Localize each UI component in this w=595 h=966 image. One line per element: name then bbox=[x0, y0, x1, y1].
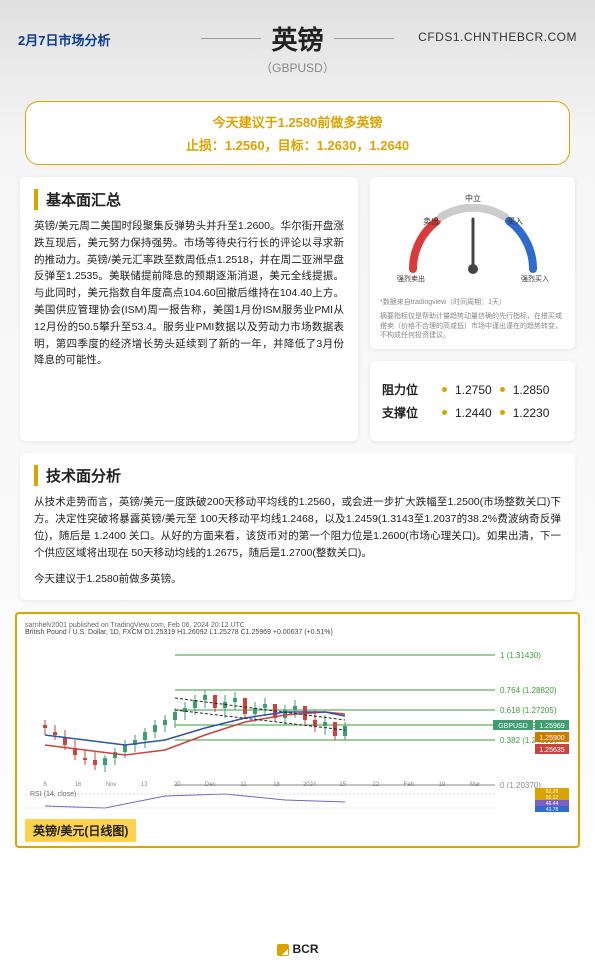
header: 2月7日市场分析 CFDS1.CHNTHEBCR.COM 英镑 （GBPUSD） bbox=[0, 0, 595, 86]
logo-icon bbox=[277, 944, 289, 956]
svg-text:18: 18 bbox=[273, 782, 280, 788]
subtitle: （GBPUSD） bbox=[15, 59, 580, 76]
dot-icon bbox=[500, 387, 505, 392]
svg-text:15: 15 bbox=[339, 782, 346, 788]
svg-text:强烈买入: 强烈买入 bbox=[521, 274, 549, 283]
svg-text:6: 6 bbox=[43, 782, 47, 788]
svg-text:Feb: Feb bbox=[404, 782, 415, 788]
gauge-panel: 中立 卖出 买入 强烈卖出 强烈买入 *数据来自tradingview（时间周期… bbox=[370, 177, 575, 349]
svg-text:RSI (14, close): RSI (14, close) bbox=[30, 791, 76, 798]
svg-text:Nov: Nov bbox=[106, 782, 117, 788]
support-label: 支撑位 bbox=[382, 404, 434, 421]
dot-icon bbox=[442, 387, 447, 392]
chart-pair-line: British Pound / U.S. Dollar, 1D, FXCM O1… bbox=[25, 629, 570, 636]
svg-text:20: 20 bbox=[174, 782, 181, 788]
technical-p1: 从技术走势而言，英镑/美元一度跌破200天移动平均线的1.2560，或会进一步扩… bbox=[34, 494, 561, 561]
chart-panel: sarnhelv2001 published on TradingView.co… bbox=[15, 612, 580, 848]
svg-text:0.618 (1.27205): 0.618 (1.27205) bbox=[500, 706, 557, 715]
resistance-1: 1.2750 bbox=[455, 383, 492, 397]
svg-text:16: 16 bbox=[75, 782, 82, 788]
svg-text:1.25635: 1.25635 bbox=[539, 747, 564, 754]
support-row: 支撑位 1.2440 1.2230 bbox=[382, 404, 563, 421]
svg-text:0.764 (1.28820): 0.764 (1.28820) bbox=[500, 686, 557, 695]
svg-text:22: 22 bbox=[372, 782, 379, 788]
svg-text:强烈卖出: 强烈卖出 bbox=[397, 274, 425, 283]
svg-text:Mar: Mar bbox=[470, 782, 480, 788]
fundamental-title: 基本面汇总 bbox=[34, 189, 344, 210]
chart-svg: 1 (1.31430) 0.764 (1.28820) 0.618 (1.27205… bbox=[25, 640, 570, 815]
fundamental-body: 英镑/美元周二美国时段聚集反弹势头并升至1.2600。华尔街开盘涨跌互现后，美元… bbox=[34, 218, 344, 369]
reco-line2: 止损：1.2560，目标：1.2630，1.2640 bbox=[38, 135, 557, 154]
svg-text:中立: 中立 bbox=[465, 193, 481, 203]
svg-text:11: 11 bbox=[240, 782, 247, 788]
svg-text:19: 19 bbox=[439, 782, 446, 788]
gauge-svg: 中立 卖出 买入 强烈卖出 强烈买入 bbox=[393, 189, 553, 289]
fundamental-panel: 基本面汇总 英镑/美元周二美国时段聚集反弹势头并升至1.2600。华尔街开盘涨跌… bbox=[20, 177, 358, 441]
support-2: 1.2230 bbox=[513, 406, 550, 420]
dot-icon bbox=[500, 410, 505, 415]
svg-text:卖出: 卖出 bbox=[423, 216, 439, 226]
reco-line1: 今天建议于1.2580前做多英镑 bbox=[38, 112, 557, 131]
recommendation-box: 今天建议于1.2580前做多英镑 止损：1.2560，目标：1.2630，1.2… bbox=[25, 101, 570, 165]
dash-right bbox=[334, 38, 394, 39]
svg-text:Dec: Dec bbox=[205, 782, 216, 788]
svg-text:GBPUSD: GBPUSD bbox=[498, 723, 528, 730]
svg-text:13: 13 bbox=[141, 782, 148, 788]
svg-text:1.25969: 1.25969 bbox=[539, 723, 564, 730]
chart-area: 1 (1.31430) 0.764 (1.28820) 0.618 (1.27205… bbox=[25, 640, 570, 815]
support-1: 1.2440 bbox=[455, 406, 492, 420]
svg-text:1.25900: 1.25900 bbox=[539, 735, 564, 742]
svg-text:2024: 2024 bbox=[303, 782, 317, 788]
levels-panel: 阻力位 1.2750 1.2850 支撑位 1.2440 1.2230 bbox=[370, 361, 575, 441]
chart-meta: sarnhelv2001 published on TradingView.co… bbox=[25, 622, 570, 629]
resistance-row: 阻力位 1.2750 1.2850 bbox=[382, 381, 563, 398]
technical-p2: 今天建议于1.2580前做多英镑。 bbox=[34, 571, 561, 588]
dash-left bbox=[201, 38, 261, 39]
gauge-note-source: *数据来自tradingview（时间周期：1天） bbox=[380, 298, 565, 308]
dot-icon bbox=[442, 410, 447, 415]
resistance-label: 阻力位 bbox=[382, 381, 434, 398]
chart-caption: 英镑/美元(日线图) bbox=[25, 819, 136, 842]
technical-panel: 技术面分析 从技术走势而言，英镑/美元一度跌破200天移动平均线的1.2560，… bbox=[20, 453, 575, 600]
url-label: CFDS1.CHNTHEBCR.COM bbox=[418, 30, 577, 44]
svg-text:买入: 买入 bbox=[507, 217, 523, 226]
date-label: 2月7日市场分析 bbox=[18, 30, 110, 49]
gauge-note-disc: 摘要指标仅是帮助计量趋势动量信确的先行指标，在搭买或搭卖（价格不合理的高或低）市… bbox=[380, 312, 565, 341]
resistance-2: 1.2850 bbox=[513, 383, 550, 397]
brand: BCR bbox=[293, 942, 319, 956]
svg-text:1 (1.31430): 1 (1.31430) bbox=[500, 651, 541, 660]
footer: BCR bbox=[0, 942, 595, 956]
svg-text:43.78: 43.78 bbox=[546, 807, 559, 813]
technical-title: 技术面分析 bbox=[34, 465, 561, 486]
main-title: 英镑 bbox=[271, 20, 323, 57]
